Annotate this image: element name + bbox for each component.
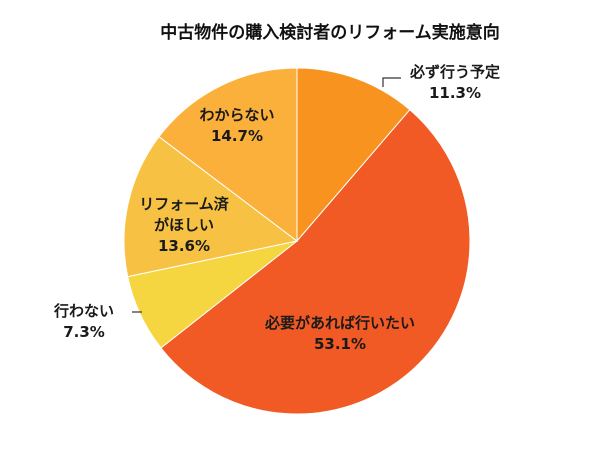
slice-name: リフォーム済 (139, 195, 230, 213)
leader-lines (132, 77, 401, 313)
pie-slice (160, 109, 471, 415)
slice-value: 14.7% (211, 127, 263, 145)
leader-line (382, 77, 401, 87)
slice-value: 13.6% (158, 237, 210, 255)
pie-slice (123, 135, 299, 278)
slice-name: 行わない (53, 302, 114, 320)
slice-name: 必ず行う予定 (409, 63, 500, 81)
slice-name: 必要があれば行いたい (264, 314, 415, 332)
slice-value: 11.3% (429, 84, 481, 102)
slice-label: 必要があれば行いたい 53.1% (264, 314, 415, 353)
pie-slices (123, 67, 471, 415)
slice-value: 53.1% (314, 335, 366, 353)
slice-label: わからない 14.7% (199, 106, 274, 145)
slice-value: 7.3% (63, 323, 105, 341)
slice-labels: 必ず行う予定 11.3% 必要があれば行いたい 53.1% 行わない 7.3% リフォーム済… (53, 63, 500, 353)
slice-name: わからない (199, 106, 274, 124)
chart-title: 中古物件の購入検討者のリフォーム実施意向 (160, 22, 500, 43)
pie-slice (296, 67, 411, 243)
slice-label: リフォーム済がほしい 13.6% (139, 195, 230, 255)
slice-name: がほしい (154, 216, 214, 234)
slice-label: 行わない 7.3% (53, 302, 114, 341)
slice-label: 必ず行う予定 11.3% (409, 63, 500, 102)
pie-slice (158, 67, 298, 243)
